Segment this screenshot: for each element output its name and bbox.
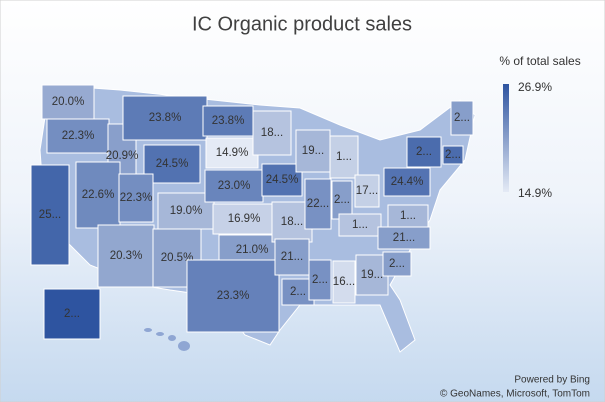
region-label: 2...: [454, 112, 470, 124]
region-label: 21.0%: [236, 244, 269, 256]
region-label: 14.9%: [216, 147, 249, 159]
region-label: 2...: [416, 146, 432, 158]
region: [43, 288, 101, 340]
region-label: 1...: [336, 151, 352, 163]
region-label: 2...: [312, 274, 328, 286]
region: [122, 95, 208, 141]
region-label: 23.8%: [212, 115, 245, 127]
region: [338, 213, 382, 237]
region-label: 21...: [393, 232, 415, 244]
hawaii: [144, 328, 190, 351]
region-label: 2...: [389, 258, 405, 270]
region: [450, 100, 474, 136]
region-label: 20.5%: [161, 252, 194, 264]
region-label: 2...: [445, 149, 461, 161]
region-label: 24.4%: [391, 176, 424, 188]
region: [212, 203, 276, 235]
legend-min: 14.9%: [518, 186, 552, 200]
region: [329, 135, 359, 179]
region: [383, 167, 431, 197]
region: [202, 105, 254, 137]
region-label: 1...: [400, 210, 416, 222]
region-label: 24.5%: [156, 158, 189, 170]
region: [354, 174, 380, 208]
region: [382, 251, 412, 277]
region-label: 22.6%: [82, 189, 115, 201]
region-label: 2...: [64, 308, 80, 320]
region-label: 23.8%: [149, 112, 182, 124]
region-label: 22.3%: [62, 130, 95, 142]
region: [442, 145, 464, 165]
region-label: 20.3%: [110, 250, 143, 262]
region-label: 1...: [352, 219, 368, 231]
region: [30, 164, 70, 266]
region-label: 24.5%: [266, 174, 299, 186]
region: [75, 161, 121, 229]
region: [205, 137, 259, 169]
region: [252, 110, 292, 156]
region-label: 18...: [281, 216, 303, 228]
region: [332, 260, 356, 304]
region-label: 25...: [39, 209, 61, 221]
region-label: 2...: [334, 194, 350, 206]
region-label: 17...: [356, 185, 378, 197]
region-label: 2...: [290, 286, 306, 298]
region-label: 19...: [361, 269, 383, 281]
region: [186, 259, 280, 333]
regions: 20.0% 22.3% 25... 20.9% 23.8% 24.5% 22.6% 22.3%…: [30, 84, 474, 340]
region-label: 16...: [333, 276, 355, 288]
region: [204, 169, 264, 203]
region-label: 22...: [307, 198, 329, 210]
region: [406, 136, 442, 168]
chart-title: IC Organic product sales: [192, 13, 412, 35]
credit: © GeoNames, Microsoft, TomTom: [440, 389, 590, 400]
region-label: 16.9%: [228, 213, 261, 225]
region-label: 20.9%: [106, 150, 139, 162]
region: [97, 224, 155, 288]
legend-scale: [503, 84, 509, 192]
legend-max: 26.9%: [518, 80, 552, 94]
region-label: 22.3%: [120, 192, 153, 204]
region-label: 19.0%: [170, 205, 203, 217]
region: [308, 259, 332, 301]
legend-title: % of total sales: [499, 54, 580, 68]
region: [274, 238, 310, 276]
region: [387, 204, 429, 228]
region: [304, 178, 332, 230]
region-label: 20.0%: [52, 96, 85, 108]
region: [261, 163, 303, 197]
region-label: 23.3%: [217, 290, 250, 302]
credit: Powered by Bing: [514, 375, 590, 386]
region-label: 18...: [261, 127, 283, 139]
region: [118, 173, 154, 223]
region-label: 19...: [302, 145, 324, 157]
region-label: 21...: [281, 251, 303, 263]
region-label: 23.0%: [218, 180, 251, 192]
